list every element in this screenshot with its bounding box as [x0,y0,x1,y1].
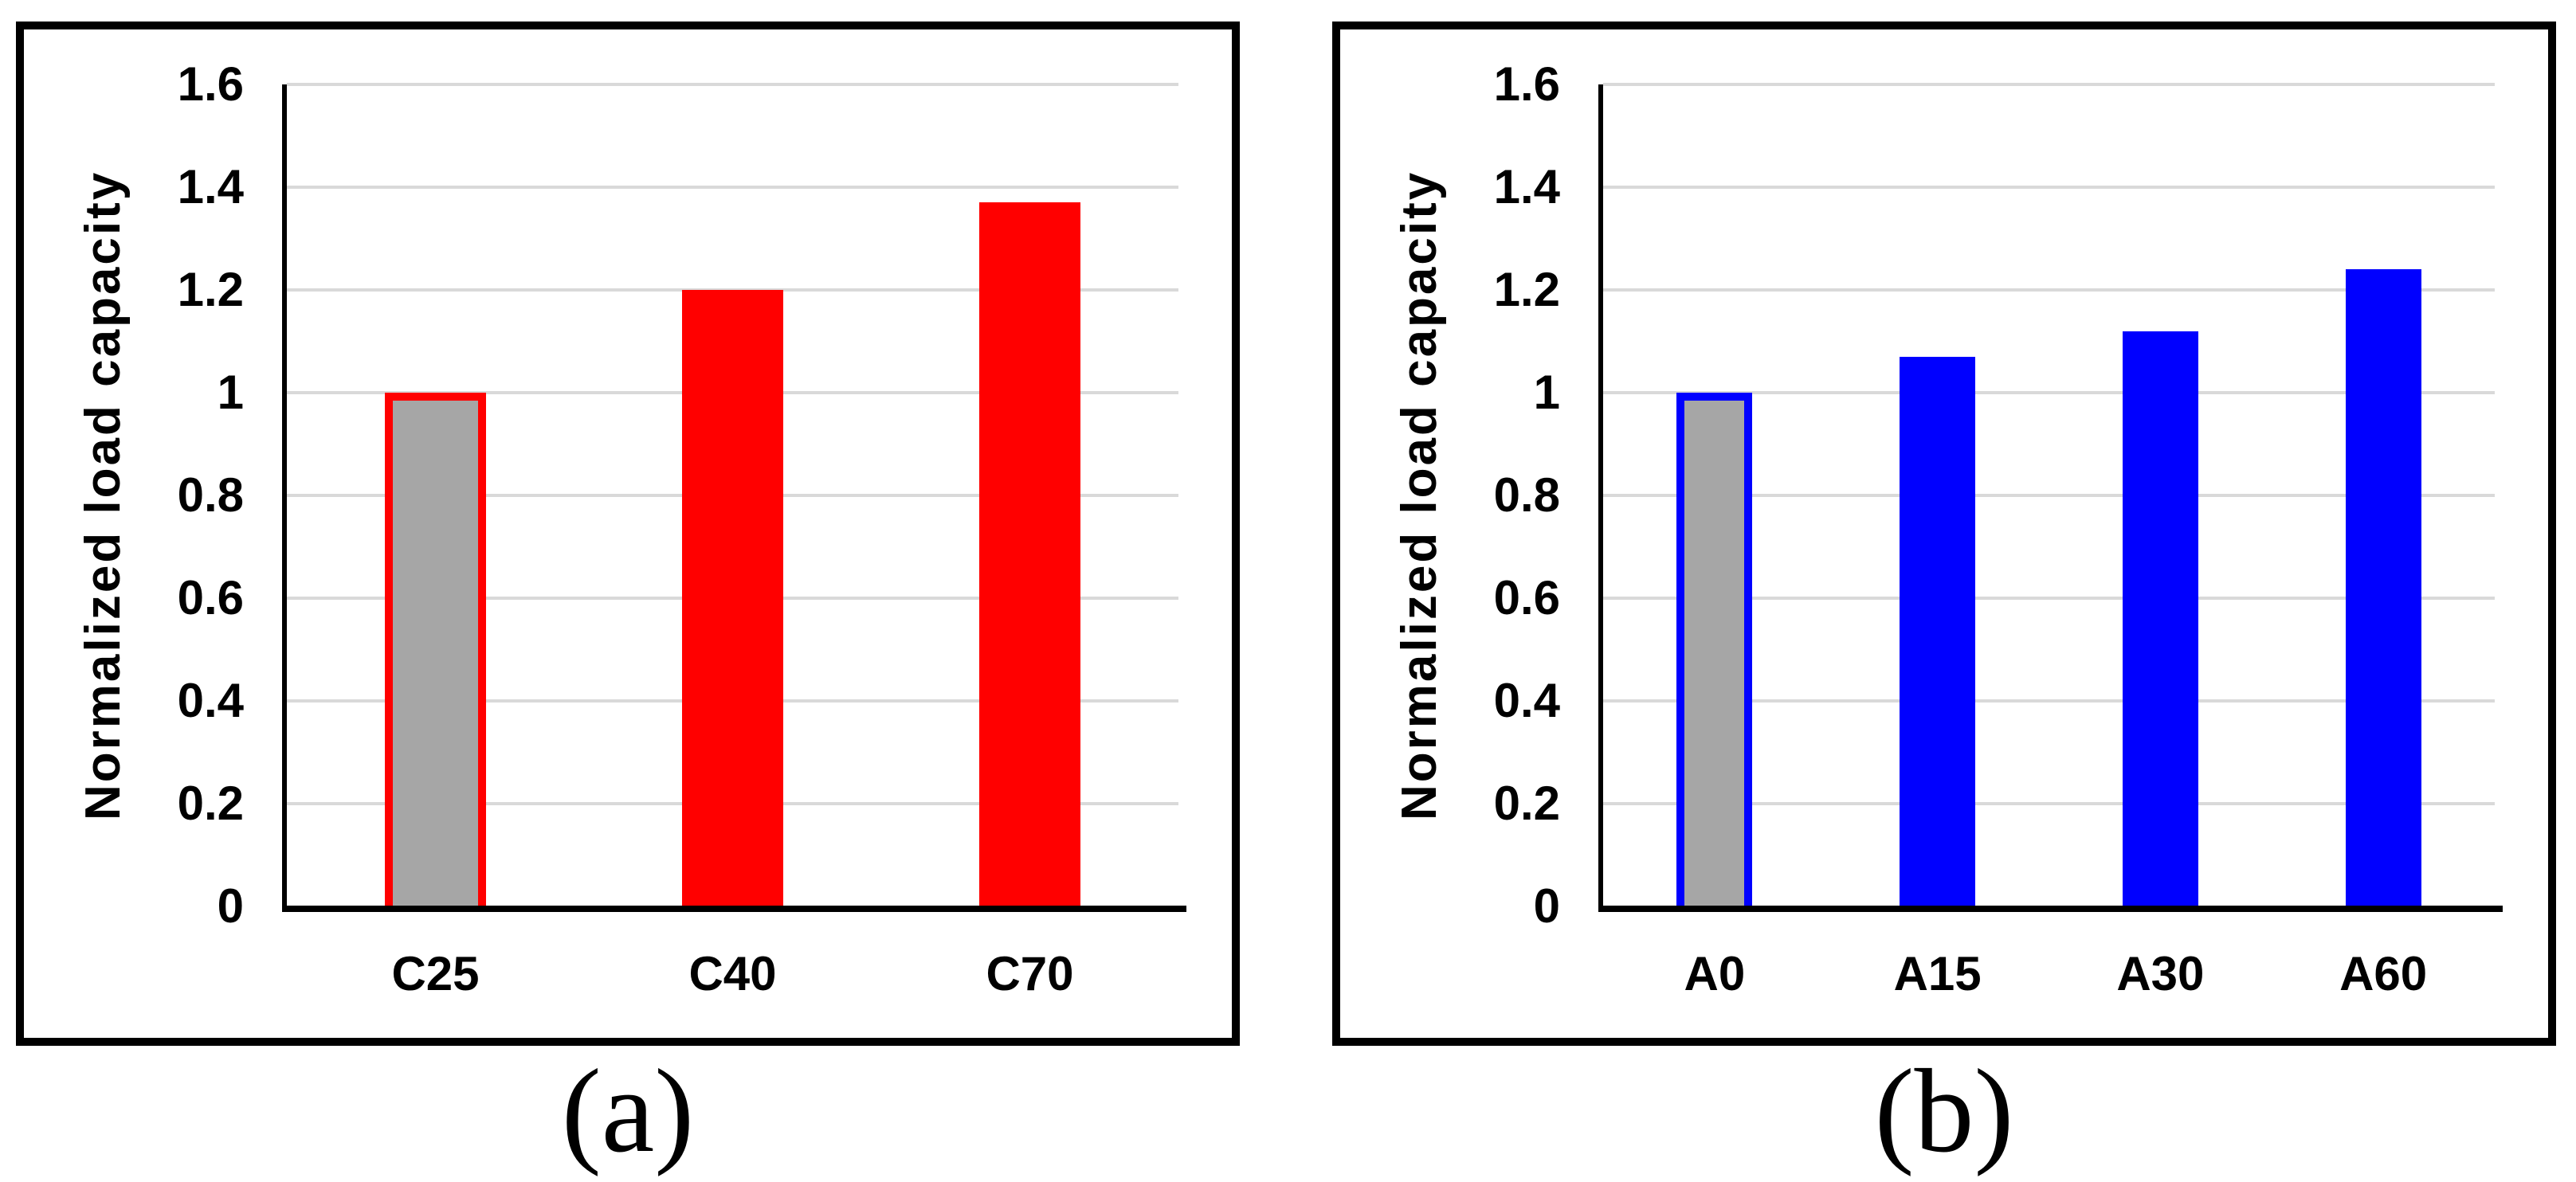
gridline [1603,288,2495,292]
y-tick-label: 1.6 [177,57,244,111]
y-tick-label: 0 [1533,879,1560,933]
y-tick-label: 1.2 [177,263,244,316]
x-tick-label: A30 [2116,947,2205,1000]
x-axis-line [1598,906,2503,912]
panel-b: 1.6 1.4 1.2 1 0.8 0.6 0.4 0.2 0 A0 A15 A30 A60 Normal… [1332,22,2556,1046]
chart-a-plot: 1.6 1.4 1.2 1 0.8 0.6 0.4 0.2 0 C25 C40 C70 Normaliz… [76,57,1186,1000]
y-tick-label: 1.2 [1493,263,1560,316]
bar-A30 [2122,331,2198,906]
y-tick-label: 0.8 [1493,468,1560,522]
y-tick-label: 0 [217,879,244,933]
caption-a: (a) [561,1045,695,1177]
y-tick-label: 0.2 [177,777,244,830]
x-tick-label: A60 [2339,947,2428,1000]
x-tick-label: A0 [1684,947,1746,1000]
x-axis-line [282,906,1186,912]
gridline [1603,83,2495,86]
y-tick-label: 1.4 [177,160,244,213]
y-tick-label: 0.8 [177,468,244,522]
gridline [287,186,1178,189]
y-tick-label: 1.6 [1493,57,1560,111]
y-tick-label: 0.6 [1493,571,1560,624]
y-tick-label: 0.4 [1493,674,1560,727]
bar-C70 [979,202,1080,906]
gridline [1603,699,2495,703]
bar-C40 [682,290,783,906]
gridline [287,83,1178,86]
gridline [1603,391,2495,394]
gridline [1603,494,2495,497]
bar-A15 [1900,357,1976,906]
gridline [1603,597,2495,600]
y-axis-title: Normalized load capacity [1392,170,1447,821]
x-tick-label: A15 [1893,947,1982,1000]
bar-A0 [1676,393,1753,906]
x-tick-label: C70 [986,947,1074,1000]
y-tick-label: 1 [1533,366,1560,419]
y-tick-label: 0.6 [177,571,244,624]
gridline [1603,186,2495,189]
bar-A60 [2345,269,2421,906]
y-tick-label: 1.4 [1493,160,1560,213]
y-tick-label: 0.2 [1493,777,1560,830]
y-tick-label: 0.4 [177,674,244,727]
x-tick-label: C25 [391,947,480,1000]
caption-b: (b) [1874,1045,2014,1177]
chart-b-plot: 1.6 1.4 1.2 1 0.8 0.6 0.4 0.2 0 A0 A15 A30 A60 Normal… [1392,57,2503,1000]
y-axis-title: Normalized load capacity [76,170,131,821]
gridline [1603,802,2495,805]
x-tick-label: C40 [688,947,777,1000]
y-tick-label: 1 [217,366,244,419]
bar-C25 [385,393,486,906]
panel-a: 1.6 1.4 1.2 1 0.8 0.6 0.4 0.2 0 C25 C40 C70 Normaliz… [16,22,1240,1046]
